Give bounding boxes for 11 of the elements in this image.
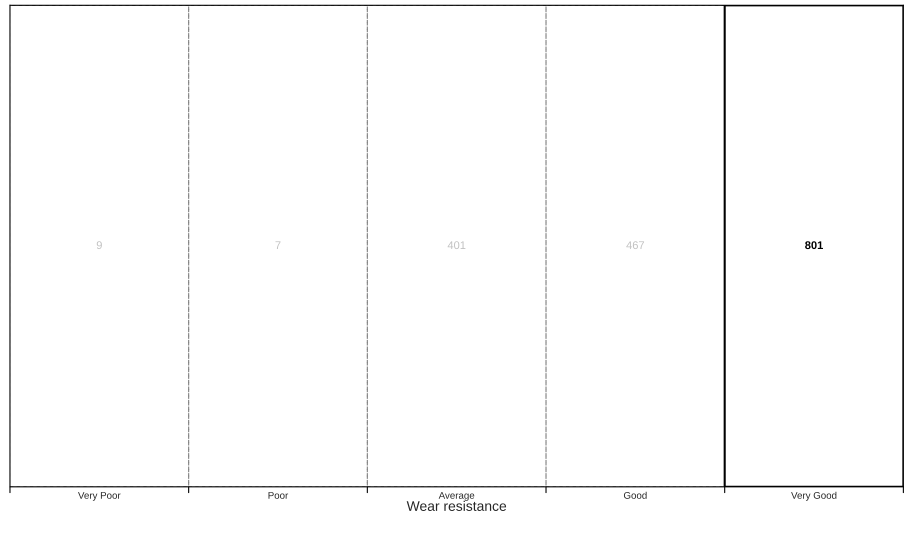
category-label: Very Good: [791, 492, 836, 501]
data-label: 467: [626, 241, 644, 250]
data-label: 9: [96, 241, 102, 250]
data-label: 7: [275, 241, 281, 249]
text: Wear resistance: [406, 500, 506, 511]
category-label: Poor: [268, 492, 288, 499]
data-label: 401: [448, 241, 466, 250]
category-label: Average: [438, 492, 474, 501]
category-label: Good: [624, 492, 647, 499]
category-label: Very Poor: [78, 492, 121, 501]
data-label: 801: [805, 241, 823, 250]
